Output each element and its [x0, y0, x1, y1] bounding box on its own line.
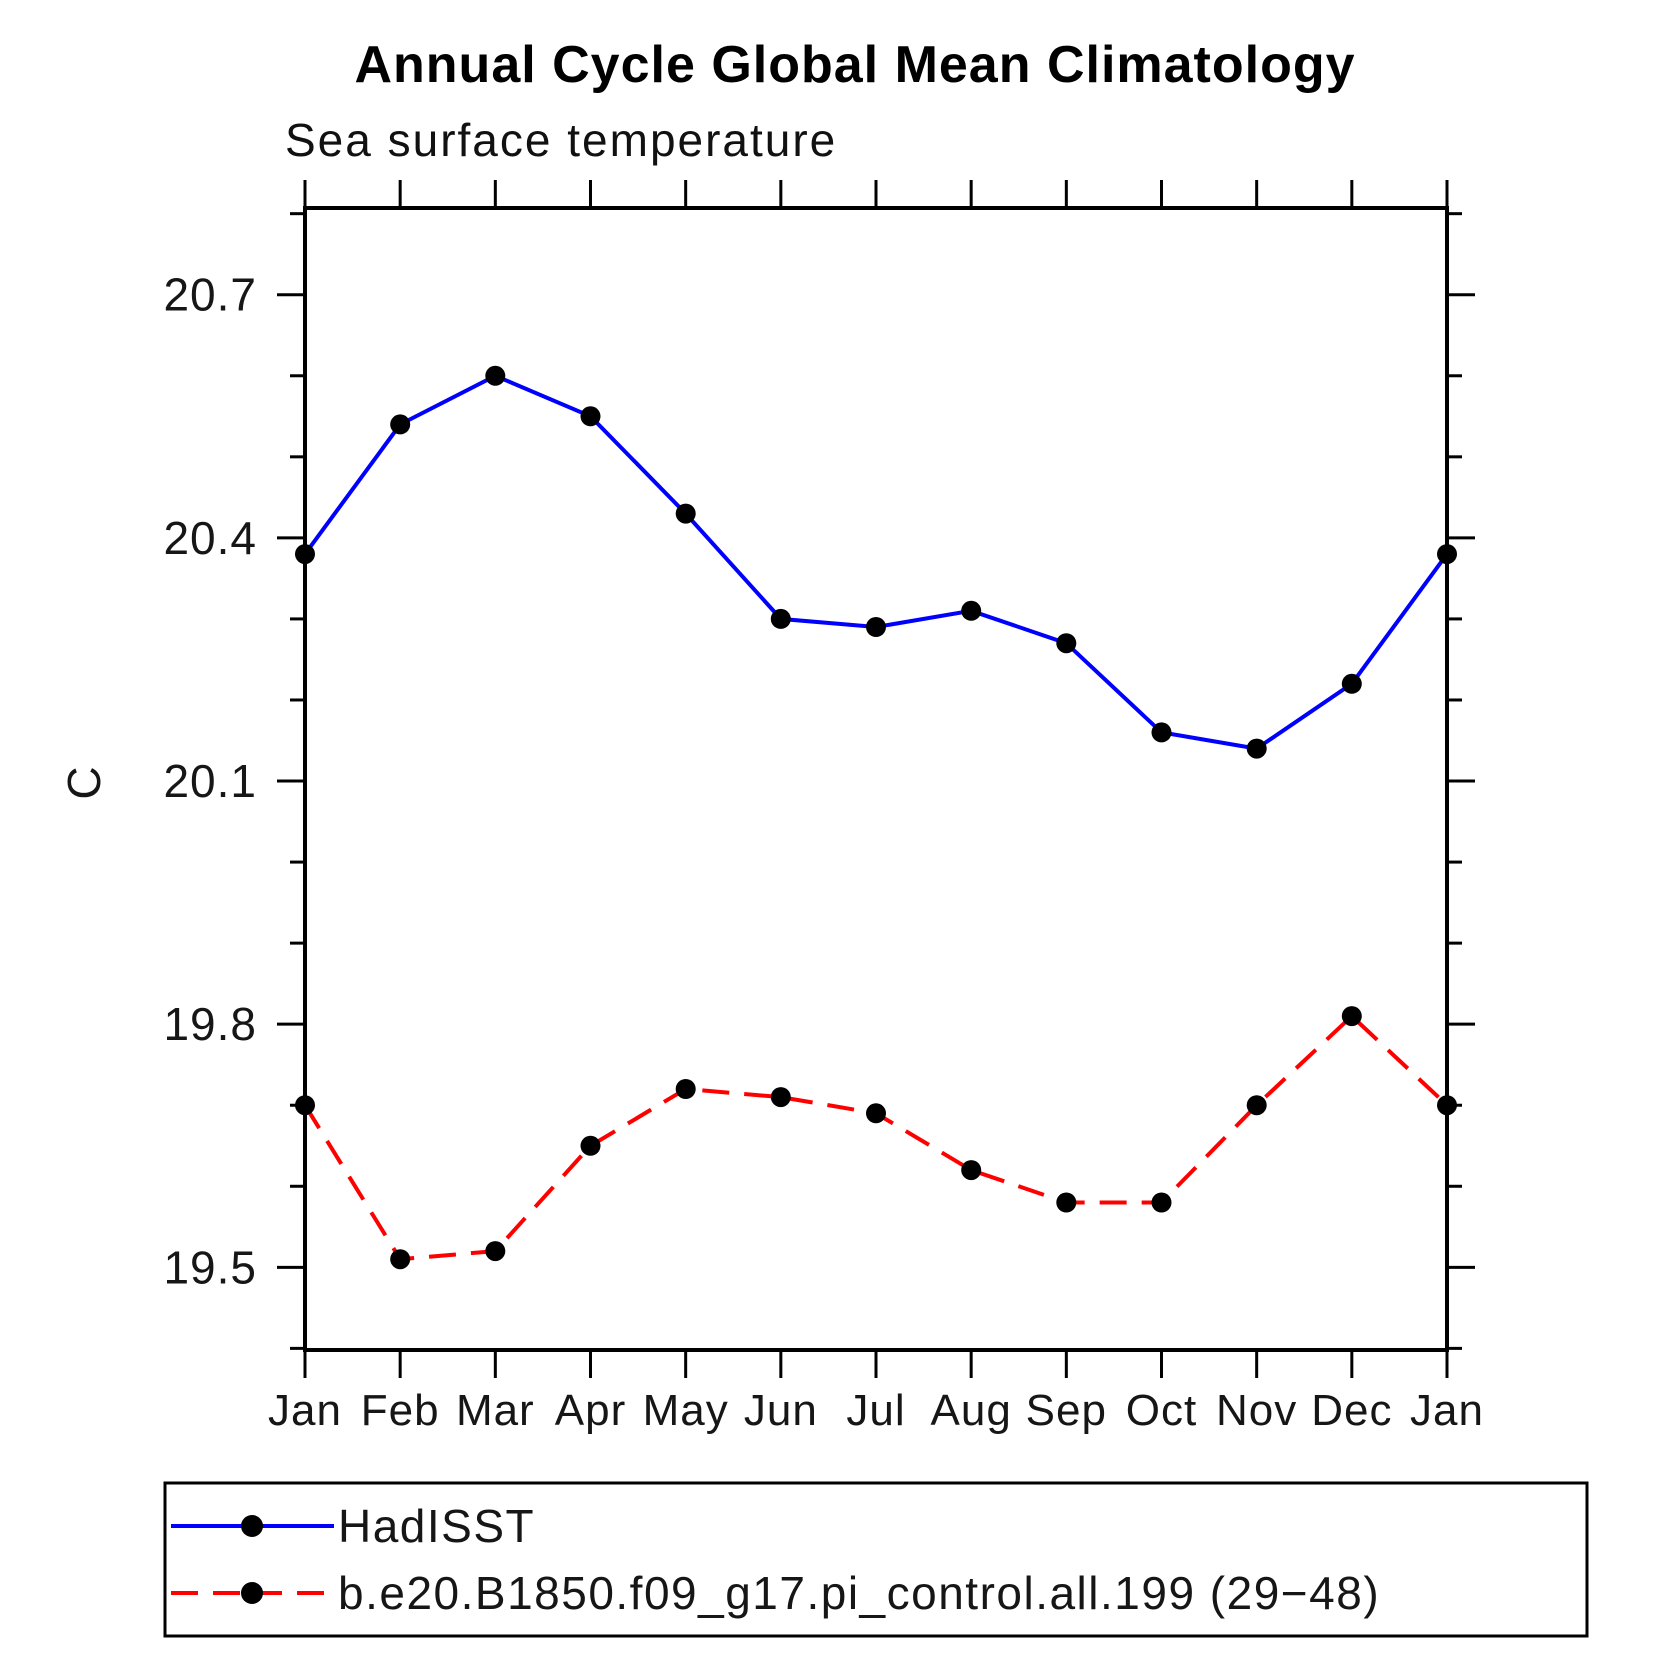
legend-label-hadisst: HadISST — [338, 1500, 535, 1552]
x-tick-label: Apr — [555, 1386, 626, 1435]
data-point — [1151, 722, 1172, 743]
data-point — [1151, 1192, 1172, 1213]
legend-marker-icon — [241, 1515, 263, 1537]
y-tick-label: 19.8 — [163, 998, 257, 1050]
series-line-1 — [303, 1013, 1449, 1262]
data-point — [1341, 673, 1362, 694]
y-tick-label: 19.5 — [163, 1241, 257, 1293]
y-tick-label: 20.7 — [163, 269, 257, 321]
x-tick-label: Aug — [931, 1386, 1012, 1435]
data-point — [866, 1103, 886, 1124]
data-point — [1056, 633, 1077, 654]
x-tick-label: Dec — [1311, 1386, 1392, 1435]
data-point — [1246, 738, 1267, 759]
data-point — [770, 608, 791, 629]
data-point — [866, 617, 886, 637]
chart-title: Annual Cycle Global Mean Climatology — [354, 36, 1355, 94]
data-point — [580, 406, 601, 427]
x-tick-label: Sep — [1026, 1386, 1107, 1435]
data-point — [675, 1079, 696, 1099]
chart-subtitle: Sea surface temperature — [285, 114, 837, 166]
data-point — [1056, 1192, 1077, 1213]
data-point — [485, 365, 506, 386]
x-tick-label: Jan — [268, 1386, 342, 1435]
x-tick-label: Oct — [1126, 1386, 1197, 1435]
data-point — [1437, 1095, 1457, 1116]
data-point — [295, 1095, 315, 1116]
series-line-0 — [303, 373, 1449, 751]
legend-marker-icon — [241, 1582, 263, 1604]
legend-label-model: b.e20.B1850.f09_g17.pi_control.all.199 (… — [338, 1567, 1380, 1619]
x-tick-label: May — [643, 1386, 729, 1435]
x-tick-label: Mar — [456, 1386, 535, 1435]
y-tick-label: 20.4 — [163, 512, 257, 564]
legend: HadISST b.e20.B1850.f09_g17.pi_control.a… — [163, 1481, 1589, 1638]
data-point — [390, 1249, 411, 1270]
data-point — [390, 414, 411, 435]
data-point — [675, 503, 696, 524]
data-point — [961, 600, 982, 621]
data-point — [485, 1241, 506, 1262]
data-point — [1341, 1006, 1362, 1027]
y-tick-label: 20.1 — [163, 755, 257, 807]
data-series — [303, 373, 1449, 1262]
data-point — [770, 1087, 791, 1108]
x-tick-label: Jun — [744, 1386, 818, 1435]
data-point — [295, 544, 315, 565]
axis-tick-labels: 20.7 20.4 20.1 19.8 19.5 Jan Feb Mar Apr May Jun Ju… — [163, 269, 1484, 1435]
y-axis-title: C — [58, 766, 110, 799]
x-tick-label: Nov — [1216, 1386, 1297, 1435]
axis-ticks — [277, 180, 1475, 1378]
data-point — [1437, 544, 1457, 565]
data-point — [1246, 1095, 1267, 1116]
data-point — [961, 1160, 982, 1181]
x-tick-label: Jul — [846, 1386, 905, 1435]
data-point — [580, 1135, 601, 1156]
plot-border — [303, 206, 1449, 1352]
data-points — [295, 365, 1457, 1270]
legend-box — [163, 1481, 1589, 1638]
x-tick-label: Jan — [1410, 1386, 1484, 1435]
x-tick-label: Feb — [361, 1386, 440, 1435]
